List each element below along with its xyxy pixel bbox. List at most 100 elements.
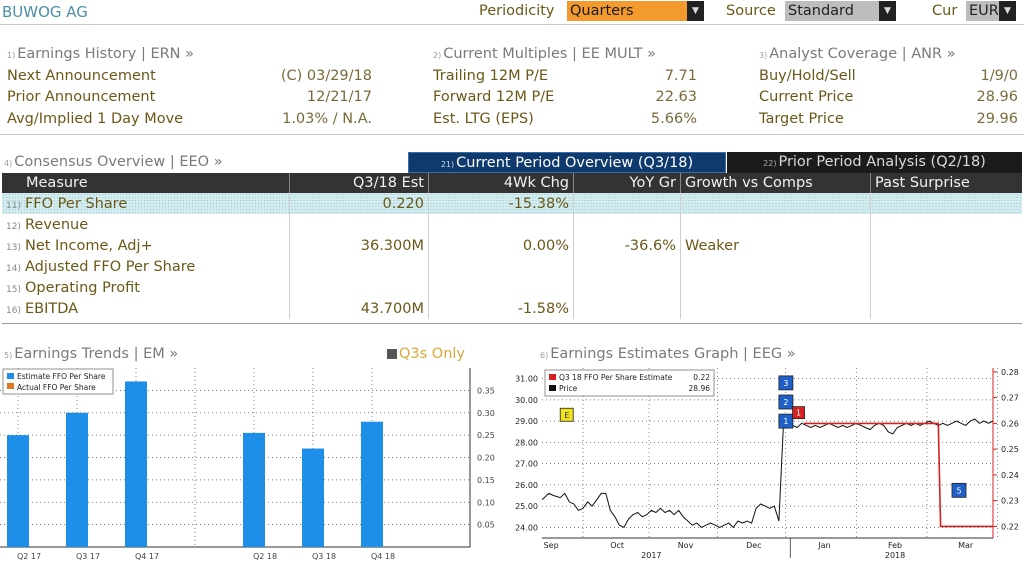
surprise-cell (871, 256, 1023, 277)
chevron-down-icon: ▼ (999, 1, 1016, 21)
divider (0, 24, 1024, 25)
y-tick-label: 26.00 (515, 481, 538, 490)
earnings-estimates-graph-title[interactable]: 6) Earnings Estimates Graph | EEG » (540, 346, 796, 362)
table-row[interactable]: 12) Revenue (2, 214, 1022, 235)
consensus-table: Measure Q3/18 Est 4Wk Chg YoY Gr Growth … (2, 173, 1022, 319)
currency-value: EUR (969, 3, 999, 19)
current-price-label: Current Price (759, 89, 854, 105)
periodicity-value: Quarters (570, 3, 634, 19)
buy-hold-sell-label: Buy/Hold/Sell (759, 68, 856, 84)
legend-box (2, 368, 114, 395)
y-tick-label: 27.00 (515, 460, 538, 469)
table-row[interactable]: 13) Net Income, Adj+ 36.300M 0.00% -36.6%… (2, 235, 1022, 256)
x-tick-label: Feb (888, 541, 902, 550)
est-cell: 36.300M (289, 235, 429, 256)
surprise-cell (871, 214, 1023, 235)
y2-tick-label: 0.24 (1001, 471, 1019, 480)
col-growth-vs-comps[interactable]: Growth vs Comps (680, 173, 871, 193)
current-price-value: 28.96 (976, 89, 1018, 105)
legend-box (544, 369, 715, 397)
y-tick-label: 25.00 (515, 502, 538, 511)
price-line (541, 418, 994, 529)
target-price-label: Target Price (759, 111, 844, 127)
q3s-only-toggle[interactable]: Q3s Only (387, 346, 465, 362)
avg-move-label: Avg/Implied 1 Day Move (7, 111, 184, 127)
chg-cell: -15.38% (428, 193, 574, 214)
earnings-history-title[interactable]: 1) Earnings History | ERN » (7, 46, 195, 62)
event-marker-label: 1 (783, 417, 788, 426)
y2-tick-label: 0.25 (1001, 445, 1019, 454)
surprise-cell (871, 277, 1023, 298)
y-tick-label: 30.00 (515, 396, 538, 405)
comps-cell: Weaker (680, 235, 871, 256)
y-tick-label: 0.20 (477, 454, 495, 463)
est-cell: 43.700M (289, 298, 429, 319)
est-cell: 0.220 (289, 193, 429, 214)
x-year-label: 2017 (641, 551, 661, 560)
prior-announcement-value: 12/21/17 (306, 89, 372, 105)
periodicity-select[interactable]: Quarters ▼ (567, 1, 704, 21)
legend-value: 28.96 (689, 384, 711, 393)
x-tick-label: Q4 17 (135, 552, 159, 561)
x-tick-label: Mar (958, 541, 974, 550)
tab-prior-period[interactable]: 22) Prior Period Analysis (Q2/18) (727, 152, 1022, 173)
col-past-surprise[interactable]: Past Surprise (870, 173, 1022, 193)
event-marker (559, 407, 574, 422)
current-multiples-title[interactable]: 2) Current Multiples | EE MULT » (433, 46, 657, 62)
table-row[interactable]: 16) EBITDA 43.700M -1.58% (2, 298, 1022, 319)
consensus-overview-title[interactable]: 4) Consensus Overview | EEO » (4, 154, 223, 170)
y-tick-label: 28.00 (515, 438, 538, 447)
periodicity-label: Periodicity (479, 3, 555, 19)
legend-swatch (7, 383, 14, 389)
event-marker (792, 406, 805, 420)
col-yoy-gr[interactable]: YoY Gr (573, 173, 681, 193)
prior-announcement-label: Prior Announcement (7, 89, 156, 105)
divider (0, 134, 1024, 135)
y-tick-label: 31.00 (515, 375, 538, 384)
legend-swatch (549, 385, 556, 391)
y-tick-label: 0.10 (477, 498, 495, 507)
currency-label: Cur (932, 3, 958, 19)
avg-move-value: 1.03% / N.A. (282, 111, 372, 127)
event-marker-label: 1 (796, 409, 801, 418)
source-value: Standard (788, 3, 854, 19)
measure-cell: Operating Profit (24, 279, 140, 296)
legend-label: Actual FFO Per Share (17, 383, 96, 392)
forward-pe-label: Forward 12M P/E (433, 89, 555, 105)
table-row[interactable]: 15) Operating Profit (2, 277, 1022, 298)
target-price-value: 29.96 (976, 111, 1018, 127)
x-tick-label: Sep (544, 541, 559, 550)
surprise-cell (871, 298, 1023, 319)
est-cell (289, 256, 429, 277)
next-announcement-value: (C) 03/29/18 (280, 68, 372, 84)
measure-cell: EBITDA (24, 300, 79, 317)
earnings-trends-title[interactable]: 5) Earnings Trends | EM » (4, 346, 179, 362)
chg-cell (428, 214, 574, 235)
measure-cell: FFO Per Share (24, 195, 128, 212)
col-measure[interactable]: Measure (2, 173, 290, 193)
analyst-coverage-title[interactable]: 3) Analyst Coverage | ANR » (759, 46, 956, 62)
source-select[interactable]: Standard ▼ (785, 1, 896, 21)
tab-current-period[interactable]: 21) Current Period Overview (Q3/18) (408, 152, 726, 173)
source-label: Source (726, 3, 776, 19)
x-tick-label: Nov (678, 541, 694, 550)
x-tick-label: Q2 18 (253, 552, 277, 561)
est-cell (289, 277, 429, 298)
col-4wk-chg[interactable]: 4Wk Chg (428, 173, 574, 193)
comps-cell (680, 277, 871, 298)
trailing-pe-value: 7.71 (664, 68, 697, 84)
x-tick-label: Dec (746, 541, 761, 550)
table-row[interactable]: 14) Adjusted FFO Per Share (2, 256, 1022, 277)
chevron-down-icon: ▼ (879, 1, 896, 21)
col-est[interactable]: Q3/18 Est (289, 173, 429, 193)
table-row[interactable]: 11) FFO Per Share 0.220 -15.38% (2, 193, 1022, 214)
x-year-label: 2018 (885, 551, 905, 560)
event-marker (951, 482, 967, 498)
currency-select[interactable]: EUR ▼ (966, 1, 1016, 21)
y2-tick-label: 0.26 (1001, 419, 1019, 428)
est-ltg-label: Est. LTG (EPS) (433, 111, 534, 127)
legend-label: Estimate FFO Per Share (17, 372, 106, 381)
yoy-cell (573, 277, 681, 298)
table-header-row: Measure Q3/18 Est 4Wk Chg YoY Gr Growth … (2, 173, 1022, 193)
y-tick-label: 24.00 (515, 523, 538, 532)
